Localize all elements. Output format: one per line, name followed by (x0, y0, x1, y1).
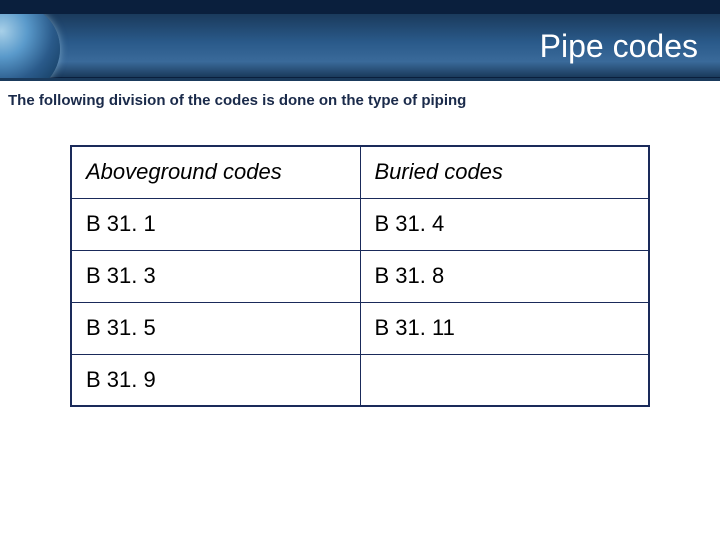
codes-table: Aboveground codes Buried codes B 31. 1 B… (70, 145, 650, 407)
codes-table-wrap: Aboveground codes Buried codes B 31. 1 B… (0, 109, 720, 407)
cell-aboveground: B 31. 9 (71, 354, 360, 406)
table-row: B 31. 9 (71, 354, 649, 406)
cell-buried: B 31. 8 (360, 250, 649, 302)
cell-aboveground: B 31. 1 (71, 198, 360, 250)
cell-buried: B 31. 11 (360, 302, 649, 354)
col-header-aboveground: Aboveground codes (71, 146, 360, 198)
table-row: B 31. 3 B 31. 8 (71, 250, 649, 302)
slide-header: Pipe codes (0, 0, 720, 78)
intro-text: The following division of the codes is d… (0, 78, 720, 109)
globe-decoration (0, 14, 90, 78)
cell-aboveground: B 31. 3 (71, 250, 360, 302)
cell-buried (360, 354, 649, 406)
globe-icon (0, 14, 60, 78)
table-row: B 31. 5 B 31. 11 (71, 302, 649, 354)
cell-buried: B 31. 4 (360, 198, 649, 250)
table-header-row: Aboveground codes Buried codes (71, 146, 649, 198)
header-top-stripe (0, 0, 720, 14)
col-header-buried: Buried codes (360, 146, 649, 198)
slide-title: Pipe codes (540, 28, 698, 65)
header-underline (0, 78, 720, 81)
table-row: B 31. 1 B 31. 4 (71, 198, 649, 250)
cell-aboveground: B 31. 5 (71, 302, 360, 354)
